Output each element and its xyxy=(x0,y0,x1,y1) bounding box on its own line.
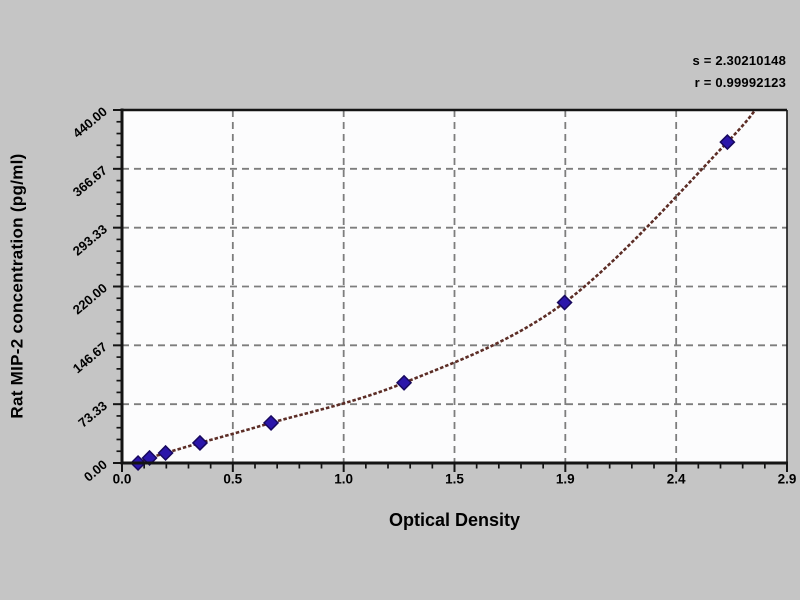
gridlines xyxy=(122,110,787,463)
fit-r-value: r = 0.99992123 xyxy=(694,75,786,90)
y-axis-title-wrap: Rat MIP-2 concentration (pg/ml) xyxy=(2,0,34,572)
fit-s-value: s = 2.30210148 xyxy=(692,53,786,68)
svg-text:73.33: 73.33 xyxy=(75,398,110,430)
svg-text:146.67: 146.67 xyxy=(70,339,110,376)
svg-text:293.33: 293.33 xyxy=(70,221,110,258)
svg-text:0.5: 0.5 xyxy=(223,472,242,487)
data-point xyxy=(157,444,174,462)
svg-text:366.67: 366.67 xyxy=(70,163,110,200)
plot-border xyxy=(120,108,788,465)
svg-text:220.00: 220.00 xyxy=(70,280,110,317)
svg-text:2.4: 2.4 xyxy=(667,472,686,487)
standard-points xyxy=(129,134,736,472)
data-point xyxy=(395,374,413,391)
svg-text:1.9: 1.9 xyxy=(556,472,575,487)
svg-text:1.0: 1.0 xyxy=(334,472,353,487)
x-axis-title: Optical Density xyxy=(388,510,521,530)
svg-text:0.0: 0.0 xyxy=(113,472,132,487)
data-point xyxy=(191,434,209,452)
svg-text:0.00: 0.00 xyxy=(81,457,110,485)
data-point xyxy=(556,294,573,311)
svg-text:1.5: 1.5 xyxy=(445,472,464,487)
svg-text:440.00: 440.00 xyxy=(70,104,110,141)
y-axis-title: Rat MIP-2 concentration (pg/ml) xyxy=(8,153,28,419)
data-point xyxy=(719,134,736,151)
fit-statistics: s = 2.30210148 r = 0.99992123 xyxy=(692,50,786,94)
svg-text:2.9: 2.9 xyxy=(778,472,797,487)
data-point xyxy=(262,414,280,431)
